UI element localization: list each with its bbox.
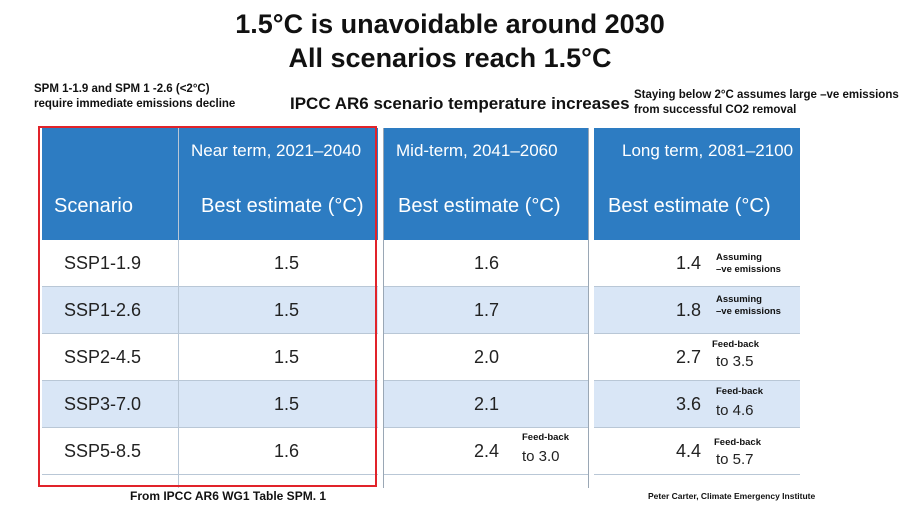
right-note: Staying below 2°C assumes large –ve emis…: [634, 88, 899, 118]
table-row: SSP3-7.0 1.5: [42, 381, 378, 428]
left-note: SPM 1-1.9 and SPM 1 -2.6 (<2°C) require …: [34, 82, 235, 112]
assumption-note: Assuming: [716, 294, 762, 305]
estimate-value: 2.1: [474, 394, 500, 414]
scenario-label: SSP2-4.5: [64, 347, 142, 367]
panel-edge: [383, 128, 384, 488]
estimate-value: 2.7: [676, 347, 702, 367]
estimate-value: 1.6: [274, 441, 300, 461]
near-term-header: Near term, 2021–2040: [179, 128, 378, 173]
feedback-range: to 4.6: [716, 402, 754, 419]
mid-term-header: Mid-term, 2041–2060: [384, 128, 588, 173]
feedback-range: to 3.5: [716, 353, 754, 370]
table-row: 4.4 Feed-back to 5.7: [594, 428, 800, 475]
estimate-value: 4.4: [676, 441, 702, 461]
table-row: 3.6 Feed-back to 4.6: [594, 381, 800, 428]
table-row: 2.0: [384, 334, 588, 381]
title-line-2: All scenarios reach 1.5°C: [288, 43, 612, 73]
assumption-note: Assuming: [716, 252, 762, 263]
scenario-column-header: Scenario: [42, 173, 178, 240]
assumption-note: –ve emissions: [716, 306, 781, 317]
table-row: 2.7 Feed-back to 3.5: [594, 334, 800, 381]
subtitle: IPCC AR6 scenario temperature increases: [290, 94, 630, 113]
credit-footer: Peter Carter, Climate Emergency Institut…: [648, 491, 816, 501]
scenario-label: SSP1-1.9: [64, 253, 142, 273]
long-term-estimate-header: Best estimate (°C): [594, 173, 800, 240]
table-row: SSP2-4.5 1.5: [42, 334, 378, 381]
feedback-note: Feed-back: [714, 437, 761, 448]
title-line-1: 1.5°C is unavoidable around 2030: [235, 9, 665, 39]
feedback-range: to 5.7: [716, 451, 754, 468]
panel-edge: [588, 128, 589, 488]
table-row: 2.4 Feed-back to 3.0: [384, 428, 588, 475]
left-note-line-2: require immediate emissions decline: [34, 98, 236, 110]
table-row: 2.1: [384, 381, 588, 428]
table-row: 1.4 Assuming –ve emissions: [594, 240, 800, 287]
estimate-value: 2.4: [474, 441, 500, 461]
estimate-value: 2.0: [474, 347, 500, 367]
estimate-value: 1.5: [274, 394, 300, 414]
table-row: SSP5-8.5 1.6: [42, 428, 378, 475]
feedback-note: Feed-back: [716, 386, 763, 397]
table-row: SSP1-1.9 1.5: [42, 240, 378, 287]
table-row: SSP1-2.6 1.5: [42, 287, 378, 334]
estimate-value: 1.8: [676, 300, 702, 320]
scenario-label: SSP5-8.5: [64, 441, 142, 461]
near-term-estimate-header: Best estimate (°C): [179, 173, 378, 240]
column-divider: [178, 128, 179, 488]
estimate-value: 1.5: [274, 347, 300, 367]
source-footer: From IPCC AR6 WG1 Table SPM. 1: [130, 489, 327, 503]
estimate-value: 1.6: [474, 253, 500, 273]
left-note-line-1: SPM 1-1.9 and SPM 1 -2.6 (<2°C): [34, 83, 210, 95]
estimate-value: 1.4: [676, 253, 702, 273]
scenario-label: SSP1-2.6: [64, 300, 142, 320]
feedback-note: Feed-back: [522, 432, 569, 443]
estimate-value: 3.6: [676, 394, 702, 414]
mid-term-estimate-header: Best estimate (°C): [384, 173, 588, 240]
estimate-value: 1.5: [274, 253, 300, 273]
estimate-value: 1.7: [474, 300, 500, 320]
table-row: 1.7: [384, 287, 588, 334]
right-note-line-2: from successful CO2 removal: [634, 104, 797, 116]
right-note-line-1: Staying below 2°C assumes large –ve emis…: [634, 89, 899, 101]
scenario-label: SSP3-7.0: [64, 394, 142, 414]
assumption-note: –ve emissions: [716, 264, 781, 275]
feedback-note: Feed-back: [712, 339, 759, 350]
table-row: 1.6: [384, 240, 588, 287]
feedback-range: to 3.0: [522, 448, 560, 465]
long-term-header: Long term, 2081–2100: [594, 128, 800, 173]
estimate-value: 1.5: [274, 300, 300, 320]
table-row: 1.8 Assuming –ve emissions: [594, 287, 800, 334]
header-blank-cell: [42, 128, 178, 173]
near-term-highlight-box: [38, 126, 377, 487]
